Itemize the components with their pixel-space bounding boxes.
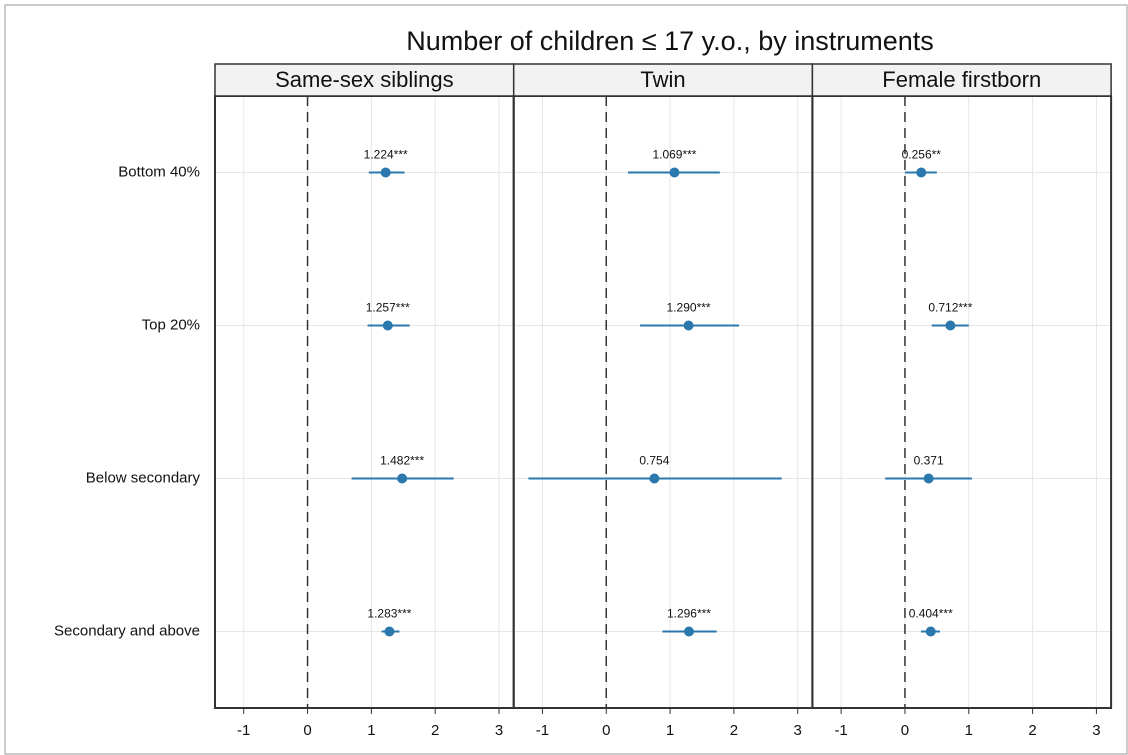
value-label: 0.754 [639,454,669,468]
point [945,320,956,331]
value-label: 1.069*** [652,148,696,162]
point [923,473,934,484]
point [916,167,927,178]
x-tick-label: 1 [666,722,674,739]
x-tick-label: -1 [536,722,549,739]
point [925,626,936,637]
x-tick-label: 2 [1028,722,1036,739]
frame [4,4,1128,755]
value-label: 0.404*** [909,607,953,621]
y-tick-label: Below secondary [86,469,201,486]
strip [512,63,814,97]
value-label: 1.482*** [380,454,424,468]
chart-title: Number of children ≤ 17 y.o., by instrum… [406,26,934,56]
point [397,473,408,484]
x-tick-label: 1 [367,722,375,739]
point [669,167,680,178]
x-tick-label: 0 [602,722,610,739]
x-tick-label: -1 [834,722,847,739]
y-tick-label: Secondary and above [54,622,200,639]
value-label: 0.371 [914,454,944,468]
point [382,320,393,331]
x-tick-label: 3 [794,722,802,739]
x-tick-label: 0 [901,722,909,739]
panel-title: Same-sex siblings [275,67,454,92]
point [380,167,391,178]
x-tick-label: 2 [730,722,738,739]
panel-title: Twin [640,67,685,92]
x-tick-label: 3 [1092,722,1100,739]
value-label: 0.712*** [928,301,972,315]
strip [214,63,515,97]
point [683,320,694,331]
x-tick-label: 2 [431,722,439,739]
point [683,626,694,637]
value-label: 1.296*** [667,607,711,621]
y-tick-label: Bottom 40% [118,163,200,180]
value-label: 1.224*** [364,148,408,162]
value-label: 0.256** [902,148,942,162]
panel-title: Female firstborn [882,67,1041,92]
value-label: 1.283*** [367,607,411,621]
strip [811,63,1112,97]
x-tick-label: -1 [237,722,250,739]
y-tick-label: Top 20% [142,316,200,333]
value-label: 1.290*** [667,301,711,315]
point [384,626,395,637]
point [649,473,660,484]
x-tick-label: 1 [965,722,973,739]
x-tick-label: 0 [303,722,311,739]
x-tick-label: 3 [495,722,503,739]
value-label: 1.257*** [366,301,410,315]
